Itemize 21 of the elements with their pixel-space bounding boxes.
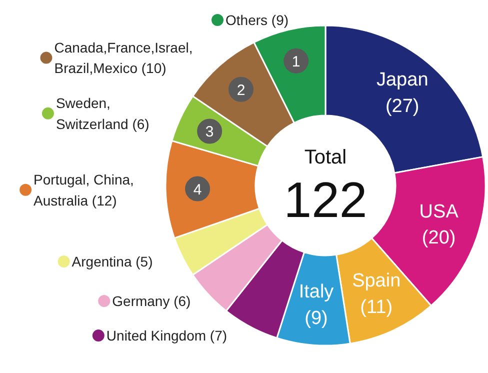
legend-label: Argentina (5) xyxy=(72,254,153,270)
data-label: (20) xyxy=(422,228,456,249)
data-label: (27) xyxy=(385,96,420,117)
data-label: (9) xyxy=(304,308,328,329)
legend-label: Others (9) xyxy=(226,12,289,28)
text: 3 xyxy=(205,124,214,141)
legend-label: Canada,France,Israel, Brazil,Mexico (10) xyxy=(54,39,193,76)
slice-label: Japan xyxy=(376,70,428,91)
slice-label: Italy xyxy=(298,282,334,303)
legend-label: Sweden, Switzerland (6) xyxy=(56,95,150,132)
text: 2 xyxy=(236,82,246,99)
text: Total xyxy=(304,146,347,168)
text: 1 xyxy=(292,53,300,70)
text: 122 xyxy=(284,172,368,228)
text: 4 xyxy=(193,181,202,198)
legend-label: United Kingdom (7) xyxy=(106,328,228,344)
data-label: (11) xyxy=(360,296,393,318)
legend-label: Portugal, China, Australia (12) xyxy=(34,171,134,208)
slice-label: Spain xyxy=(352,270,401,292)
legend-label: Germany (6) xyxy=(112,292,191,309)
slice-label: USA xyxy=(419,201,459,222)
